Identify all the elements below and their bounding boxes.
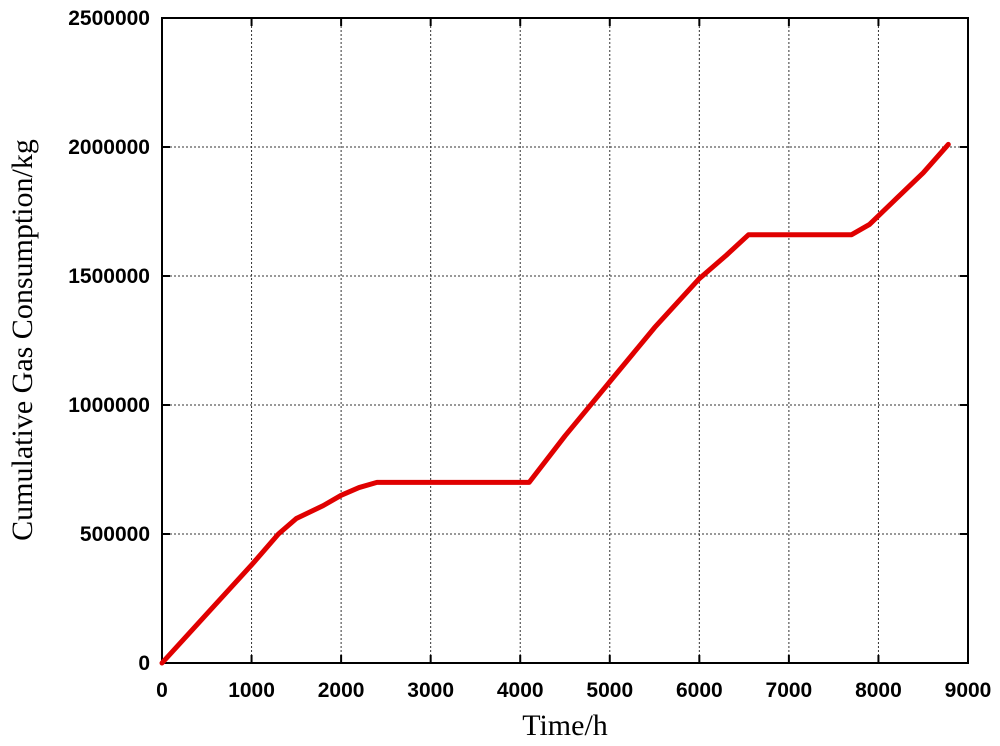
x-tick-label: 3000 bbox=[407, 679, 454, 702]
plot-frame bbox=[161, 17, 969, 664]
x-tick-label: 2000 bbox=[318, 679, 365, 702]
data-line bbox=[159, 141, 951, 666]
x-tick-label: 1000 bbox=[228, 679, 275, 702]
y-axis-label: Cumulative Gas Consumption/kg bbox=[6, 139, 39, 541]
x-tick-label: 6000 bbox=[676, 679, 723, 702]
y-tick-label: 1500000 bbox=[68, 265, 150, 288]
x-tick-label: 9000 bbox=[945, 679, 992, 702]
x-tick-label: 7000 bbox=[766, 679, 813, 702]
y-tick-label: 2000000 bbox=[68, 136, 150, 159]
y-tick-label: 1000000 bbox=[68, 394, 150, 417]
y-tick-label: 2500000 bbox=[68, 7, 150, 30]
x-tick-label: 0 bbox=[156, 679, 168, 702]
y-tick-label: 500000 bbox=[80, 523, 150, 546]
y-tick-label: 0 bbox=[138, 652, 150, 675]
x-tick-label: 5000 bbox=[586, 679, 633, 702]
x-tick-label: 8000 bbox=[855, 679, 902, 702]
x-tick-label: 4000 bbox=[497, 679, 544, 702]
x-axis-label: Time/h bbox=[522, 709, 608, 742]
